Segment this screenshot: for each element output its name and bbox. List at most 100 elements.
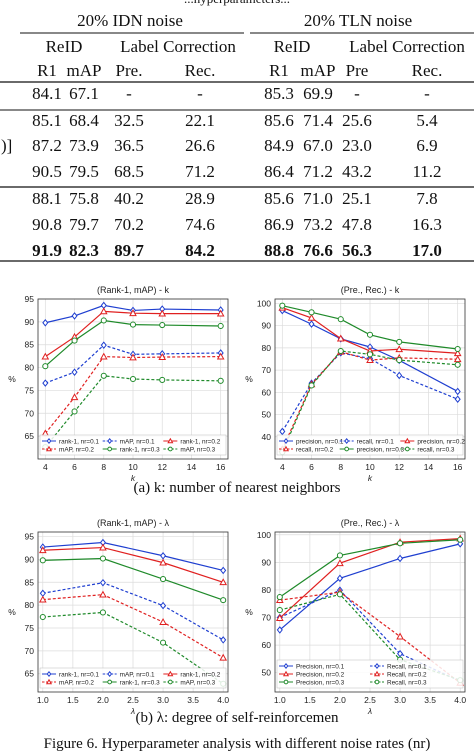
series-line-4	[42, 557, 224, 601]
cell-r2-c2: 36.5	[114, 136, 144, 155]
y-axis-label: %	[245, 607, 253, 617]
legend-entry: precision, nr=0.3	[357, 446, 405, 453]
x-tick-label: 1.0	[274, 695, 286, 705]
cell-r1-c0: 85.1	[32, 111, 62, 130]
data-point-s1-2	[100, 341, 107, 349]
cell-r3-c1: 79.5	[69, 162, 99, 181]
y-tick-label: 85	[25, 340, 35, 350]
data-point-s0-1	[336, 574, 343, 583]
data-point-s2-0	[38, 546, 47, 554]
cell-r2-c1: 73.9	[69, 136, 99, 155]
cell-r6-c2: 89.7	[114, 241, 144, 260]
legend-box	[276, 434, 464, 456]
legend-marker	[344, 446, 350, 452]
caption-a: (a) k: number of nearest neighbors	[133, 480, 341, 496]
legend-entry: rank-1, nr=0.3	[120, 679, 160, 686]
data-point-s4-3	[457, 536, 464, 543]
data-point-s3-1	[99, 590, 107, 598]
x-tick-label: 14	[187, 462, 197, 472]
series-line-1	[281, 352, 458, 432]
series-line-3	[281, 350, 458, 450]
x-tick-label: 4	[280, 462, 285, 472]
cell-r1-c5: 71.4	[303, 111, 333, 130]
data-point-s4-0	[276, 594, 283, 601]
legend-box	[39, 667, 227, 689]
data-point-s1-2	[160, 601, 167, 610]
x-tick-label: 6	[309, 462, 314, 472]
data-point-s4-1	[99, 555, 106, 562]
data-point-s5-4	[396, 357, 403, 364]
cell-r0-c2: -	[126, 84, 132, 103]
data-point-s4-4	[396, 338, 403, 345]
cell-r6-c3: 84.2	[185, 241, 215, 260]
y-axis-label: %	[8, 607, 16, 617]
data-point-s4-3	[220, 597, 227, 604]
chart-title: (Rank-1, mAP) - λ	[97, 518, 170, 528]
col-header-6: Pre	[346, 61, 369, 80]
y-tick-label: 60	[262, 387, 272, 397]
legend-entry: mAP, nr=0.3	[180, 446, 215, 453]
x-axis-label: λ	[367, 706, 372, 716]
data-point-s2-3	[219, 578, 228, 586]
data-point-s1-0	[279, 427, 286, 436]
data-point-s4-3	[366, 331, 374, 338]
legend-box	[39, 434, 227, 456]
x-tick-label: 1.5	[304, 695, 316, 705]
cell-r3-c4: 86.4	[264, 162, 294, 181]
cell-r2-c6: 23.0	[342, 136, 372, 155]
x-tick-label: 16	[216, 462, 226, 472]
y-tick-label: 90	[262, 557, 272, 567]
plot-pre-rec-lambda: 50 60 70 80 90 100 1.0 1.5 2.0 2.5 3.0 3.5 4.0 (Pre.,…	[237, 512, 474, 716]
cell-r4-c3: 28.9	[185, 189, 215, 208]
data-point-s2-1	[99, 543, 107, 551]
plot-rank1-map-lambda: 65 70 75 80 85 90 95 1.0 1.5 2.0 2.5 3.0 3.5 4.0 (Rank…	[0, 512, 237, 716]
data-point-s3-0	[38, 595, 47, 603]
cell-r5-c4: 86.9	[264, 215, 294, 234]
data-point-s1-1	[71, 368, 78, 376]
data-point-s1-4	[396, 371, 403, 380]
legend-entry: rank-1, nr=0.1	[59, 671, 99, 678]
cell-r0-c3: -	[197, 84, 203, 103]
data-point-s4-0	[42, 363, 49, 370]
x-tick-label: 1.5	[67, 695, 79, 705]
data-point-s5-1	[71, 408, 78, 415]
series-line-2	[44, 310, 221, 358]
series-line-1	[42, 582, 224, 641]
x-tick-label: 4.0	[454, 695, 466, 705]
legend-entry: mAP, nr=0.1	[120, 438, 155, 445]
legend-marker	[107, 679, 113, 685]
y-tick-label: 50	[262, 668, 272, 678]
cell-r1-c1: 68.4	[69, 111, 99, 130]
data-point-s1-5	[454, 395, 461, 404]
results-table: ...hyperparameters...20% IDN noise 20% TL…	[0, 0, 474, 262]
legend-marker	[344, 437, 350, 445]
data-point-s3-3	[129, 353, 137, 361]
cell-r1-c7: 5.4	[416, 111, 438, 130]
data-point-s1-1	[99, 578, 106, 587]
data-point-s4-1	[71, 337, 78, 344]
data-point-s4-0	[39, 557, 46, 564]
legend-marker	[167, 670, 174, 677]
x-tick-label: 3.5	[424, 695, 436, 705]
data-point-s0-1	[71, 312, 78, 320]
y-tick-label: 100	[257, 298, 271, 308]
legend-entry: mAP, nr=0.2	[59, 679, 94, 686]
legend-marker	[167, 437, 174, 444]
y-tick-label: 70	[25, 408, 35, 418]
legend-entry: recall, nr=0.1	[357, 438, 395, 445]
y-tick-label: 90	[262, 321, 272, 331]
cell-r6-c0: 91.9	[32, 241, 62, 260]
legend-marker	[283, 679, 289, 685]
legend-marker	[373, 670, 381, 677]
cell-r1-c3: 22.1	[185, 111, 215, 130]
cell-r5-c0: 90.8	[32, 215, 62, 234]
x-tick-label: 12	[394, 462, 404, 472]
y-tick-label: 80	[25, 600, 35, 610]
chart-title: (Pre., Rec.) - k	[341, 285, 400, 295]
cell-r3-c7: 11.2	[412, 162, 441, 181]
legend-entry: mAP, nr=0.1	[120, 671, 155, 678]
data-point-s1-2	[397, 649, 404, 658]
series-line-5	[42, 611, 224, 685]
cell-r0-c7: -	[424, 84, 430, 103]
series-line-4	[279, 539, 461, 598]
